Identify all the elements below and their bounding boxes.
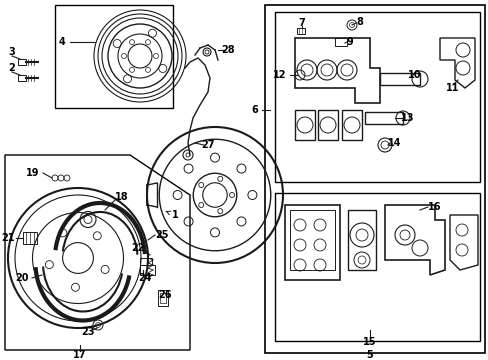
Text: 10: 10	[407, 70, 421, 80]
Text: 19: 19	[26, 168, 40, 178]
Text: 20: 20	[15, 273, 29, 283]
Bar	[364, 112, 402, 124]
Text: 1: 1	[166, 210, 178, 220]
Text: 24: 24	[138, 273, 151, 283]
Text: 8: 8	[356, 17, 363, 27]
Bar	[379, 73, 419, 85]
Text: 18: 18	[115, 192, 128, 202]
Bar	[18, 59, 26, 65]
Text: 16: 16	[427, 202, 441, 212]
Text: 7: 7	[298, 18, 305, 28]
Bar	[347, 210, 375, 270]
Text: 2: 2	[9, 63, 15, 73]
Text: 11: 11	[446, 83, 459, 93]
Text: 9: 9	[346, 37, 353, 47]
Text: 21: 21	[1, 233, 15, 243]
Text: 22: 22	[131, 243, 144, 253]
Bar	[140, 265, 155, 275]
Bar	[296, 28, 305, 34]
Bar	[140, 258, 152, 265]
Text: 23: 23	[81, 327, 95, 337]
Bar	[264, 5, 484, 353]
Bar	[341, 110, 361, 140]
Bar	[160, 293, 165, 303]
Bar	[55, 5, 173, 108]
Text: 4: 4	[59, 37, 65, 47]
Bar	[23, 232, 37, 244]
Text: 5: 5	[366, 350, 373, 360]
Bar	[285, 205, 339, 280]
Bar	[274, 193, 479, 341]
Text: 26: 26	[158, 290, 171, 300]
Text: 12: 12	[273, 70, 286, 80]
Bar	[317, 110, 337, 140]
Text: 28: 28	[221, 45, 234, 55]
Text: 27: 27	[201, 140, 214, 150]
Bar	[334, 38, 346, 46]
Bar	[274, 12, 479, 182]
Text: 3: 3	[9, 47, 15, 57]
Text: 25: 25	[155, 230, 168, 240]
Text: 14: 14	[387, 138, 401, 148]
Bar	[18, 75, 26, 81]
Bar	[294, 110, 314, 140]
Text: 15: 15	[363, 337, 376, 347]
Bar	[158, 290, 168, 306]
Text: 13: 13	[401, 113, 414, 123]
Bar	[289, 210, 334, 270]
Text: 17: 17	[73, 350, 86, 360]
Text: 6: 6	[251, 105, 258, 115]
